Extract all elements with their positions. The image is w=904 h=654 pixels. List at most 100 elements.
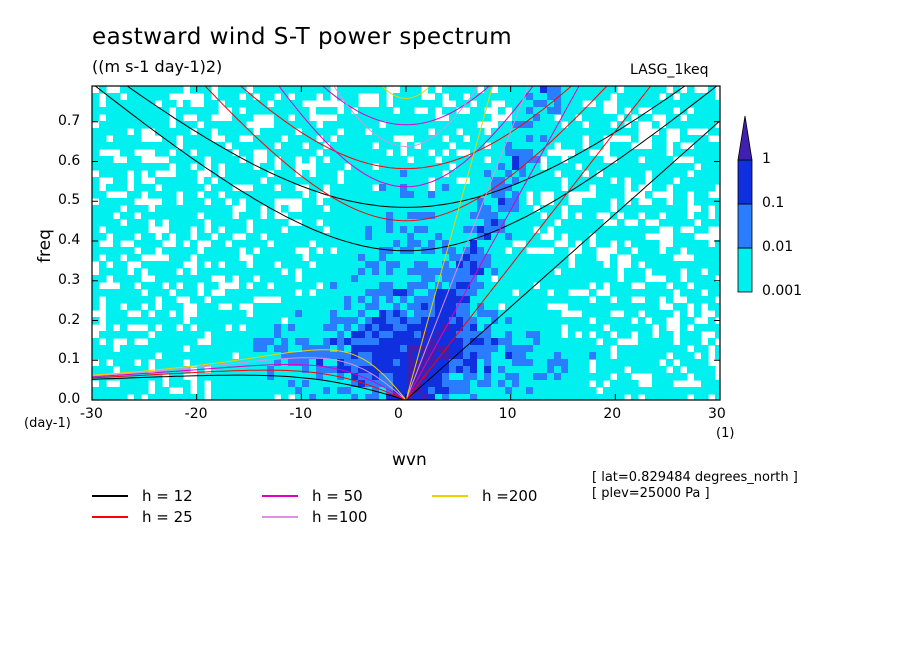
heat-cell: [288, 226, 296, 234]
heat-cell: [365, 338, 373, 346]
heat-cell: [120, 310, 128, 318]
heat-cell: [323, 261, 331, 269]
heat-cell: [218, 317, 226, 325]
heat-cell: [253, 240, 261, 248]
heat-cell: [533, 114, 541, 122]
heat-cell: [428, 107, 436, 115]
heat-cell: [379, 247, 387, 255]
heat-cell: [505, 100, 513, 108]
heat-cell: [442, 275, 450, 283]
heat-cell: [652, 317, 660, 325]
heat-cell: [526, 205, 534, 213]
heat-cell: [358, 191, 366, 199]
heat-cell: [365, 191, 373, 199]
heat-cell: [106, 212, 114, 220]
heat-cell: [386, 156, 394, 164]
heat-cell: [715, 289, 720, 297]
heat-cell: [680, 93, 688, 101]
heat-cell: [617, 226, 625, 234]
heat-cell: [603, 240, 611, 248]
heat-cell: [169, 282, 177, 290]
heat-cell: [113, 331, 121, 339]
heat-cell: [323, 121, 331, 129]
heat-cell: [414, 219, 422, 227]
heat-cell: [519, 149, 527, 157]
heat-cell: [715, 128, 720, 136]
heat-cell: [176, 254, 184, 262]
heat-cell: [470, 359, 478, 367]
heat-cell: [449, 191, 457, 199]
heat-cell: [533, 359, 541, 367]
heat-cell: [260, 254, 268, 262]
heat-cell: [197, 261, 205, 269]
heat-cell: [148, 142, 156, 150]
heat-cell: [589, 247, 597, 255]
heat-cell: [449, 261, 457, 269]
heat-cell: [379, 135, 387, 143]
heat-cell: [596, 142, 604, 150]
heat-cell: [617, 142, 625, 150]
heat-cell: [155, 261, 163, 269]
heat-cell: [344, 219, 352, 227]
x-tick-label: 20: [603, 406, 622, 422]
heat-cell: [351, 254, 359, 262]
heat-cell: [176, 380, 184, 388]
heat-cell: [456, 324, 464, 332]
heat-cell: [547, 366, 555, 374]
heat-cell: [596, 373, 604, 381]
heat-cell: [358, 198, 366, 206]
heat-cell: [477, 212, 485, 220]
heat-cell: [708, 198, 716, 206]
heat-cell: [120, 345, 128, 353]
heat-cell: [554, 177, 562, 185]
heat-cell: [141, 366, 149, 374]
heat-cell: [281, 352, 289, 360]
heat-cell: [449, 135, 457, 143]
heat-cell: [162, 303, 170, 311]
heat-cell: [232, 247, 240, 255]
heat-cell: [141, 310, 149, 318]
heat-cell: [512, 191, 520, 199]
heat-cell: [659, 100, 667, 108]
heat-cell: [596, 163, 604, 171]
kelvin-wave-curve: [405, 86, 580, 400]
heat-cell: [414, 184, 422, 192]
heat-cell: [449, 128, 457, 136]
heat-cell: [442, 205, 450, 213]
heat-cell: [183, 289, 191, 297]
heat-cell: [512, 128, 520, 136]
heat-cell: [547, 310, 555, 318]
heat-cell: [449, 268, 457, 276]
heat-cell: [673, 345, 681, 353]
heat-cell: [239, 163, 247, 171]
heat-cell: [99, 387, 107, 395]
heat-cell: [309, 93, 317, 101]
heat-cell: [127, 366, 135, 374]
heat-cell: [512, 247, 520, 255]
heat-cell: [246, 289, 254, 297]
heat-cell: [708, 261, 716, 269]
heat-cell: [673, 142, 681, 150]
heat-cell: [344, 93, 352, 101]
x-tick-label: -30: [80, 406, 103, 422]
heat-cell: [652, 149, 660, 157]
heat-cell: [113, 184, 121, 192]
heat-cell: [484, 310, 492, 318]
heat-cell: [505, 226, 513, 234]
heat-cell: [414, 86, 422, 94]
heat-cell: [218, 219, 226, 227]
heat-cell: [680, 352, 688, 360]
heat-cell: [393, 268, 401, 276]
heat-cell: [225, 394, 233, 400]
heat-cell: [344, 247, 352, 255]
heat-cell: [708, 128, 716, 136]
heat-cell: [645, 93, 653, 101]
heat-cell: [519, 219, 527, 227]
heat-cell: [302, 212, 310, 220]
heat-cell: [134, 387, 142, 395]
heat-cell: [141, 100, 149, 108]
heat-cell: [449, 198, 457, 206]
heat-cell: [540, 100, 548, 108]
heat-cell: [533, 289, 541, 297]
heat-cell: [267, 380, 275, 388]
